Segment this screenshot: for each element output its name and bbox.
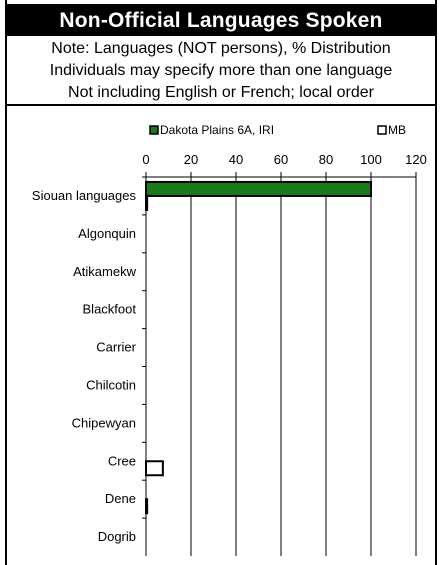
x-tick-label: 60: [274, 152, 288, 167]
y-category-label: Chipewyan: [72, 415, 136, 430]
y-category-label: Cree: [108, 453, 136, 468]
bar-series-2: [145, 498, 149, 515]
note-line-2: Individuals may specify more than one la…: [49, 62, 393, 79]
y-category-label: Dene: [105, 491, 136, 506]
x-tick-label: 20: [184, 152, 198, 167]
y-category-label: Blackfoot: [83, 302, 137, 317]
note-line-1: Note: Languages (NOT persons), % Distrib…: [51, 40, 391, 57]
bar-series-2: [145, 460, 164, 477]
legend-swatch-1: [149, 125, 159, 135]
y-category-label: Chilcotin: [86, 377, 136, 392]
chart-notes: Note: Languages (NOT persons), % Distrib…: [5, 36, 437, 106]
y-category-label: Carrier: [96, 340, 136, 355]
chart-title: Non-Official Languages Spoken: [5, 5, 437, 36]
x-tick-label: 100: [360, 152, 382, 167]
y-category-label: Siouan languages: [32, 188, 137, 203]
x-tick-label: 80: [319, 152, 333, 167]
x-tick-label: 40: [229, 152, 243, 167]
x-tick-label: 0: [142, 152, 149, 167]
x-tick-label: 120: [405, 152, 427, 167]
y-category-label: Atikamekw: [73, 264, 136, 279]
legend-label-1: Dakota Plains 6A, IRI: [160, 123, 274, 137]
legend-swatch-2: [377, 125, 387, 135]
note-line-3: Not including English or French; local o…: [68, 84, 374, 101]
bar-series-1: [145, 180, 372, 197]
y-category-label: Dogrib: [98, 529, 136, 544]
chart-frame: [5, 0, 437, 565]
y-category-label: Algonquin: [78, 226, 136, 241]
bar-series-2: [145, 194, 149, 211]
legend-label-2: MB: [388, 123, 406, 137]
